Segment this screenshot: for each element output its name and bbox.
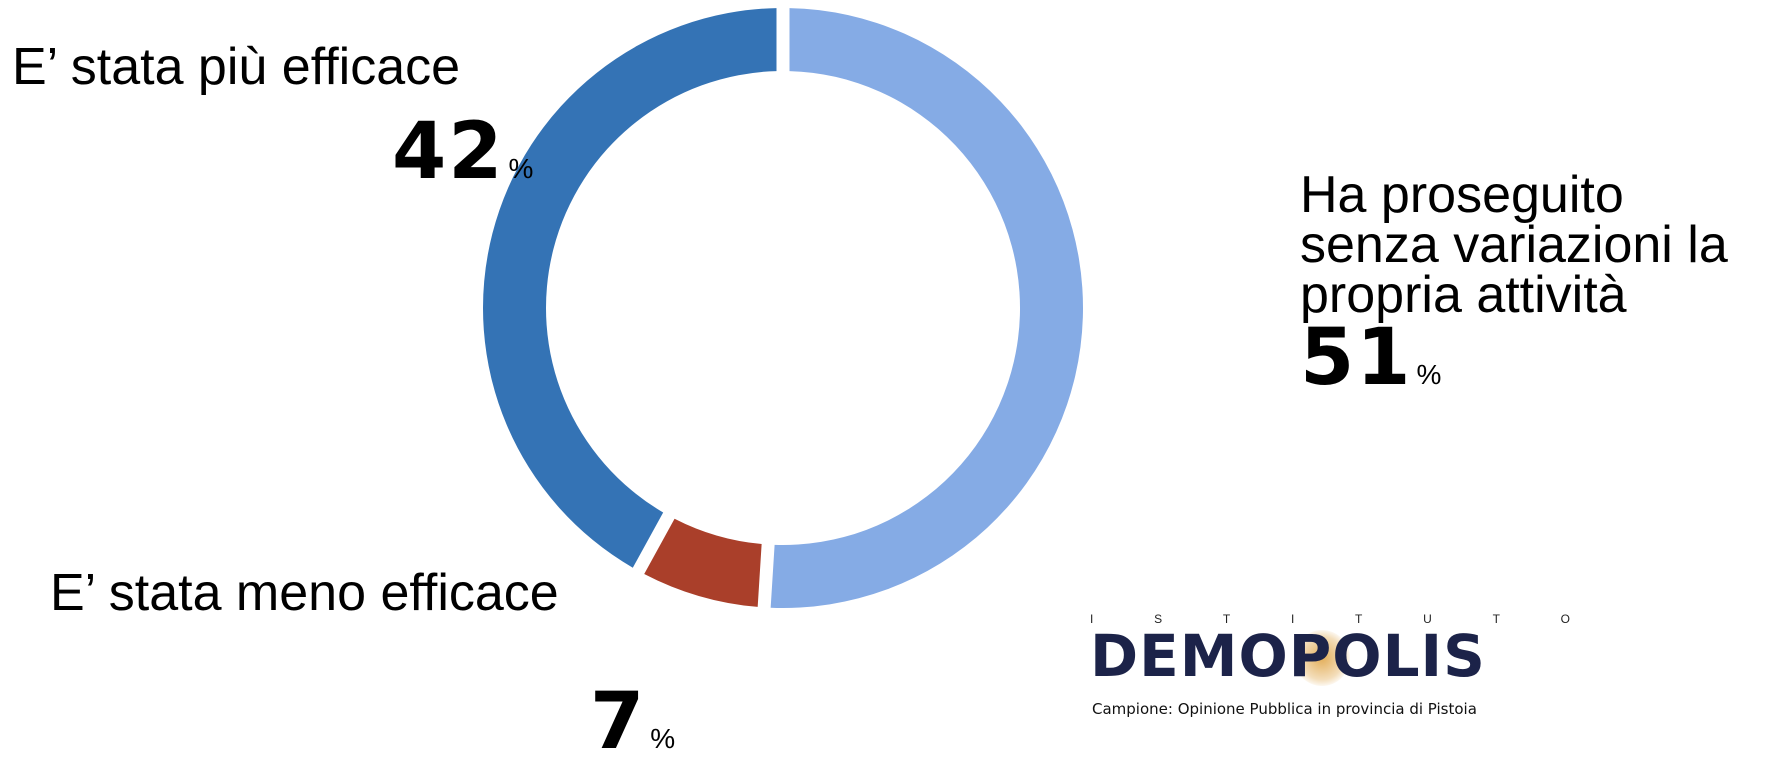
slice-label-unchanged: Ha proseguito senza variazioni la propri…	[1300, 166, 1728, 324]
logo-glow	[1294, 630, 1350, 686]
slice-label-less-effective: E’ stata meno efficace	[50, 564, 559, 622]
slice-value-less-effective: 7%	[590, 682, 675, 779]
value-number: 42	[392, 107, 505, 197]
logo-top-letters: I S T I T U T O	[1090, 612, 1570, 626]
slice-more-effective	[482, 8, 777, 568]
logo-wordmark: DEMOPOLIS	[1090, 622, 1486, 690]
slice-unchanged	[770, 8, 1083, 608]
slice-less-effective	[644, 518, 762, 607]
percent-sign: %	[650, 723, 676, 754]
value-number: 51	[1300, 313, 1413, 403]
value-number: 7	[590, 677, 647, 767]
percent-sign: %	[1416, 359, 1442, 390]
demopolis-logo: I S T I T U T O DEMOPOLIS Campione: Opin…	[1090, 612, 1630, 718]
sample-note: Campione: Opinione Pubblica in provincia…	[1092, 700, 1477, 718]
slice-value-more-effective: 42%	[392, 112, 533, 209]
slice-label-more-effective: E’ stata più efficace	[12, 38, 461, 96]
slice-value-unchanged: 51%	[1300, 318, 1441, 415]
percent-sign: %	[508, 153, 534, 184]
